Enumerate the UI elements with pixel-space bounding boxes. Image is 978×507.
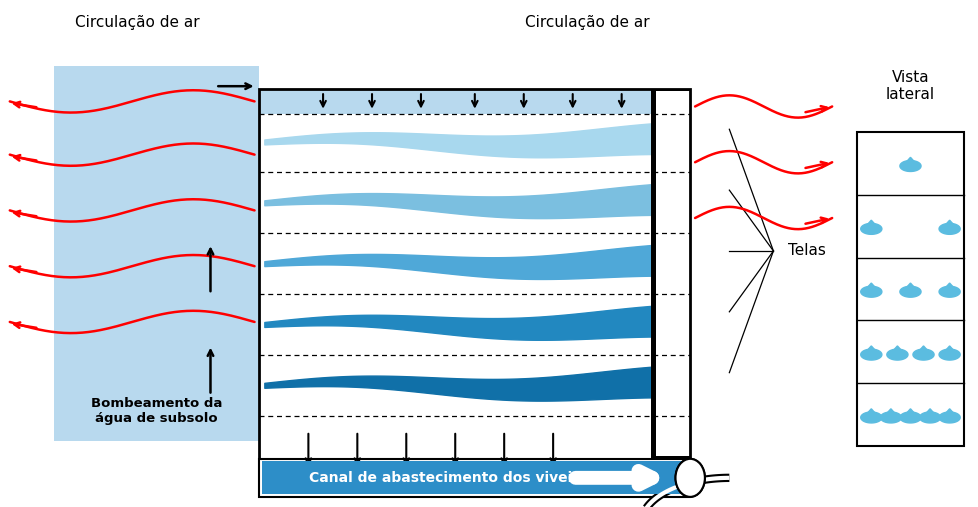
Text: Bombeamento da
água de subsolo: Bombeamento da água de subsolo <box>91 396 222 425</box>
Polygon shape <box>938 224 959 234</box>
Bar <box>54 66 259 441</box>
Polygon shape <box>918 412 940 423</box>
Polygon shape <box>943 409 955 416</box>
Polygon shape <box>904 157 915 164</box>
Polygon shape <box>904 409 915 416</box>
Polygon shape <box>899 286 920 297</box>
Polygon shape <box>923 409 935 416</box>
Polygon shape <box>860 349 881 360</box>
Polygon shape <box>860 224 881 234</box>
Polygon shape <box>938 349 959 360</box>
Text: Vista
lateral: Vista lateral <box>885 70 934 102</box>
Polygon shape <box>879 412 901 423</box>
Bar <box>262 461 687 494</box>
Text: Circulação de ar: Circulação de ar <box>524 15 649 30</box>
Polygon shape <box>904 283 915 290</box>
Bar <box>259 89 689 114</box>
Polygon shape <box>938 412 959 423</box>
Text: Telas: Telas <box>787 243 825 259</box>
Text: Circulação de ar: Circulação de ar <box>74 15 200 30</box>
Bar <box>259 89 689 459</box>
Polygon shape <box>916 346 929 353</box>
Ellipse shape <box>675 459 704 497</box>
Ellipse shape <box>675 459 704 497</box>
Polygon shape <box>899 161 920 171</box>
Polygon shape <box>865 283 876 290</box>
Text: Canal de abastecimento dos viveiros: Canal de abastecimento dos viveiros <box>309 471 597 485</box>
Polygon shape <box>865 409 876 416</box>
Polygon shape <box>860 286 881 297</box>
Polygon shape <box>899 412 920 423</box>
Bar <box>259 459 689 497</box>
Polygon shape <box>938 286 959 297</box>
Bar <box>856 132 963 446</box>
Polygon shape <box>860 412 881 423</box>
Polygon shape <box>884 409 896 416</box>
Bar <box>650 89 689 459</box>
Polygon shape <box>943 220 955 227</box>
Polygon shape <box>865 346 876 353</box>
Polygon shape <box>865 220 876 227</box>
Polygon shape <box>912 349 933 360</box>
Polygon shape <box>886 349 907 360</box>
Polygon shape <box>943 346 955 353</box>
Bar <box>655 91 689 456</box>
Polygon shape <box>890 346 903 353</box>
Polygon shape <box>943 283 955 290</box>
